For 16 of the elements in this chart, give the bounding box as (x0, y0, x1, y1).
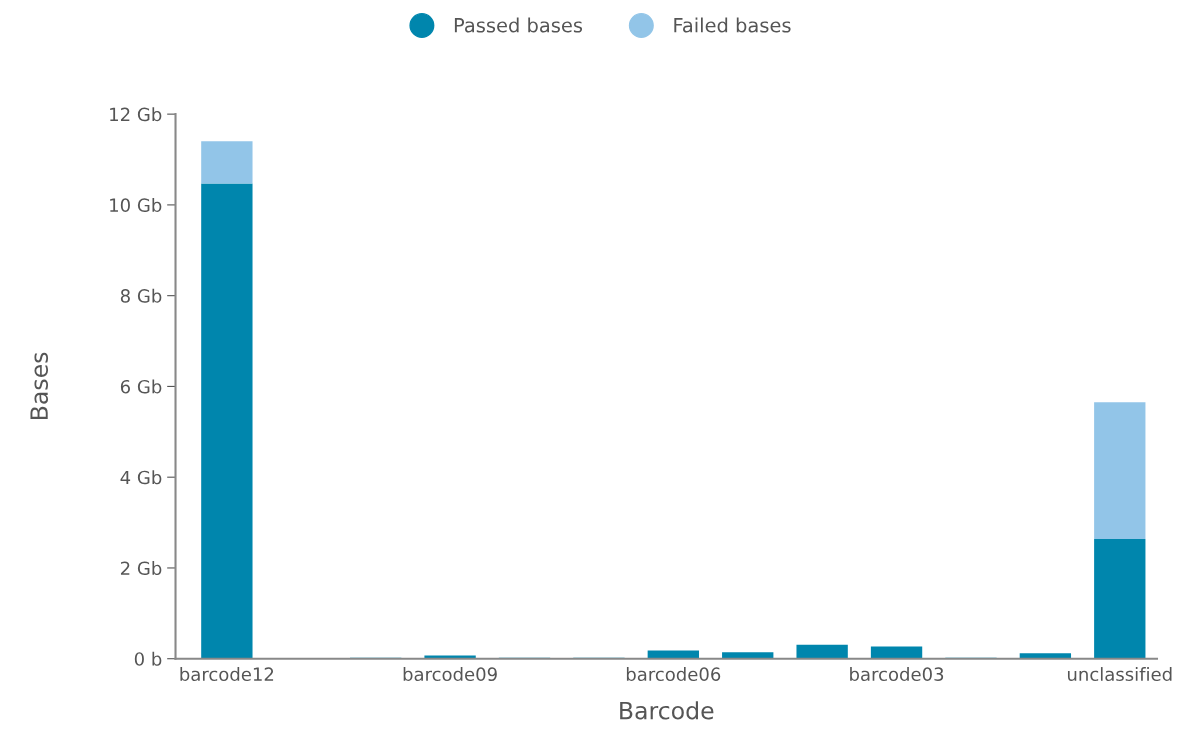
legend-label: Passed bases (454, 17, 583, 33)
y-tick-label: 4 Gb (120, 470, 162, 485)
legend-label: Failed bases (674, 17, 791, 33)
x-tick-label: barcode06 (626, 667, 721, 682)
x-tick-label: barcode12 (180, 667, 274, 682)
y-tick-label: 2 Gb (120, 561, 162, 576)
y-tick-label: 12 Gb (110, 107, 162, 122)
x-tick-label: unclassified (1067, 667, 1172, 682)
y-tick-label: 0 b (134, 651, 162, 666)
y-tick-label: 10 Gb (110, 198, 162, 213)
x-tick-label: barcode03 (850, 667, 944, 682)
y-tick-label: 8 Gb (120, 288, 162, 303)
y-tick-label: 6 Gb (120, 379, 162, 394)
y-axis-title: Bases (30, 352, 49, 420)
x-axis-title: Barcode (620, 701, 714, 720)
x-tick-label: barcode09 (403, 667, 497, 682)
